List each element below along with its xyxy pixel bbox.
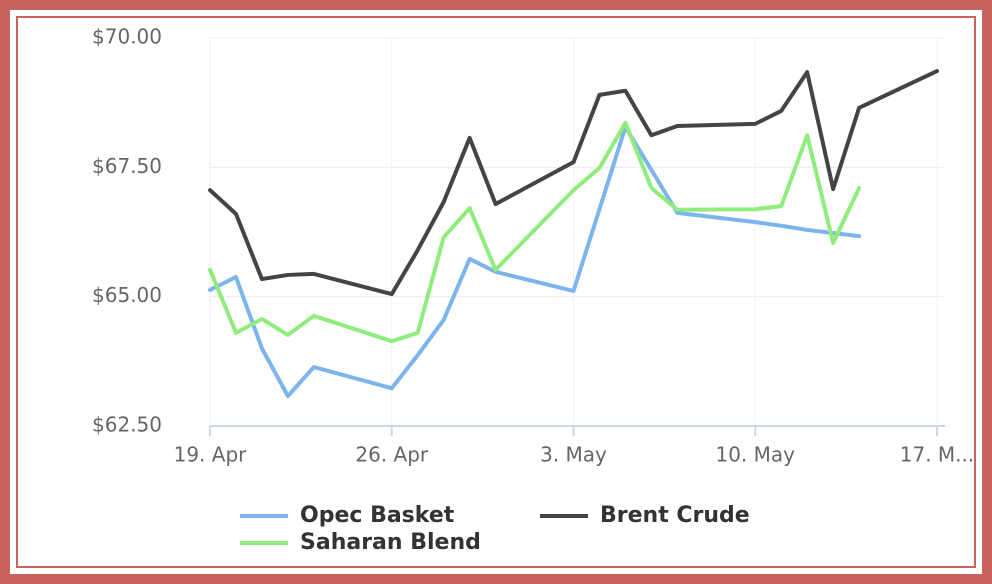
x-tick-label: 17. M... bbox=[900, 443, 975, 467]
x-tick-label: 19. Apr bbox=[174, 443, 248, 467]
y-tick-label: $62.50 bbox=[92, 413, 162, 437]
legend-label: Saharan Blend bbox=[300, 530, 481, 555]
series-line bbox=[208, 124, 862, 398]
series-line bbox=[208, 69, 939, 297]
x-tick-label: 26. Apr bbox=[355, 443, 429, 467]
x-tick-label: 10. May bbox=[715, 443, 795, 467]
y-tick-label: $65.00 bbox=[92, 283, 162, 307]
y-tick-label: $67.50 bbox=[92, 154, 162, 178]
series-line bbox=[208, 120, 862, 344]
legend-label: Brent Crude bbox=[600, 503, 750, 528]
y-tick-label: $70.00 bbox=[92, 25, 162, 49]
legend-label: Opec Basket bbox=[300, 503, 455, 528]
x-tick-label: 3. May bbox=[540, 443, 607, 467]
inner-frame bbox=[16, 16, 976, 568]
